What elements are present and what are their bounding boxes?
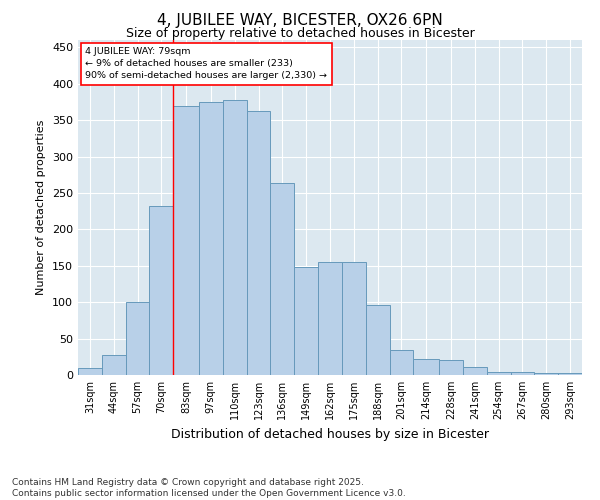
Bar [247,112,271,375]
Bar [342,262,366,375]
Bar [294,267,318,375]
Bar [439,360,463,375]
X-axis label: Distribution of detached houses by size in Bicester: Distribution of detached houses by size … [171,428,489,440]
Text: 4, JUBILEE WAY, BICESTER, OX26 6PN: 4, JUBILEE WAY, BICESTER, OX26 6PN [157,12,443,28]
Bar [271,184,294,375]
Bar [558,373,582,375]
Bar [125,302,149,375]
Bar [366,305,389,375]
Bar [389,350,413,375]
Bar [223,100,247,375]
Text: Contains HM Land Registry data © Crown copyright and database right 2025.
Contai: Contains HM Land Registry data © Crown c… [12,478,406,498]
Bar [511,372,535,375]
Bar [413,359,439,375]
Y-axis label: Number of detached properties: Number of detached properties [37,120,46,295]
Bar [487,372,511,375]
Bar [463,367,487,375]
Text: Size of property relative to detached houses in Bicester: Size of property relative to detached ho… [125,28,475,40]
Bar [78,368,102,375]
Bar [318,262,342,375]
Bar [149,206,173,375]
Bar [102,356,125,375]
Bar [535,373,558,375]
Bar [199,102,223,375]
Bar [173,106,199,375]
Text: 4 JUBILEE WAY: 79sqm
← 9% of detached houses are smaller (233)
90% of semi-detac: 4 JUBILEE WAY: 79sqm ← 9% of detached ho… [85,48,328,80]
